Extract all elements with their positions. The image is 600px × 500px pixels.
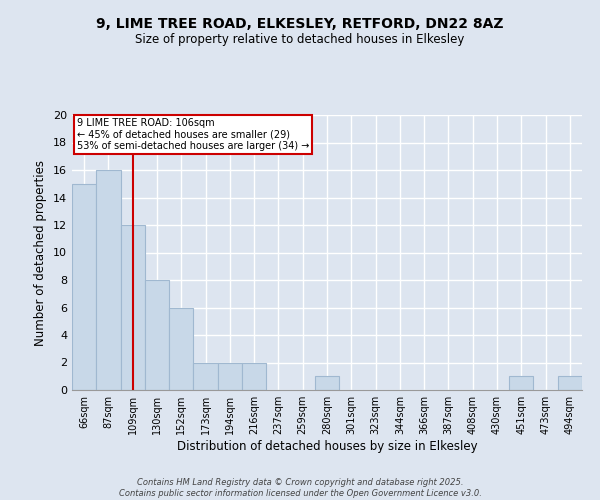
Text: Contains HM Land Registry data © Crown copyright and database right 2025.
Contai: Contains HM Land Registry data © Crown c… <box>119 478 481 498</box>
Bar <box>242 362 266 390</box>
Bar <box>145 280 169 390</box>
Text: 9, LIME TREE ROAD, ELKESLEY, RETFORD, DN22 8AZ: 9, LIME TREE ROAD, ELKESLEY, RETFORD, DN… <box>96 18 504 32</box>
Text: 9 LIME TREE ROAD: 106sqm
← 45% of detached houses are smaller (29)
53% of semi-d: 9 LIME TREE ROAD: 106sqm ← 45% of detach… <box>77 118 310 151</box>
Y-axis label: Number of detached properties: Number of detached properties <box>34 160 47 346</box>
Text: Size of property relative to detached houses in Elkesley: Size of property relative to detached ho… <box>136 32 464 46</box>
Bar <box>121 225 145 390</box>
Bar <box>193 362 218 390</box>
Bar <box>169 308 193 390</box>
X-axis label: Distribution of detached houses by size in Elkesley: Distribution of detached houses by size … <box>176 440 478 453</box>
Bar <box>218 362 242 390</box>
Bar <box>315 376 339 390</box>
Bar <box>558 376 582 390</box>
Bar <box>72 184 96 390</box>
Bar <box>96 170 121 390</box>
Bar <box>509 376 533 390</box>
